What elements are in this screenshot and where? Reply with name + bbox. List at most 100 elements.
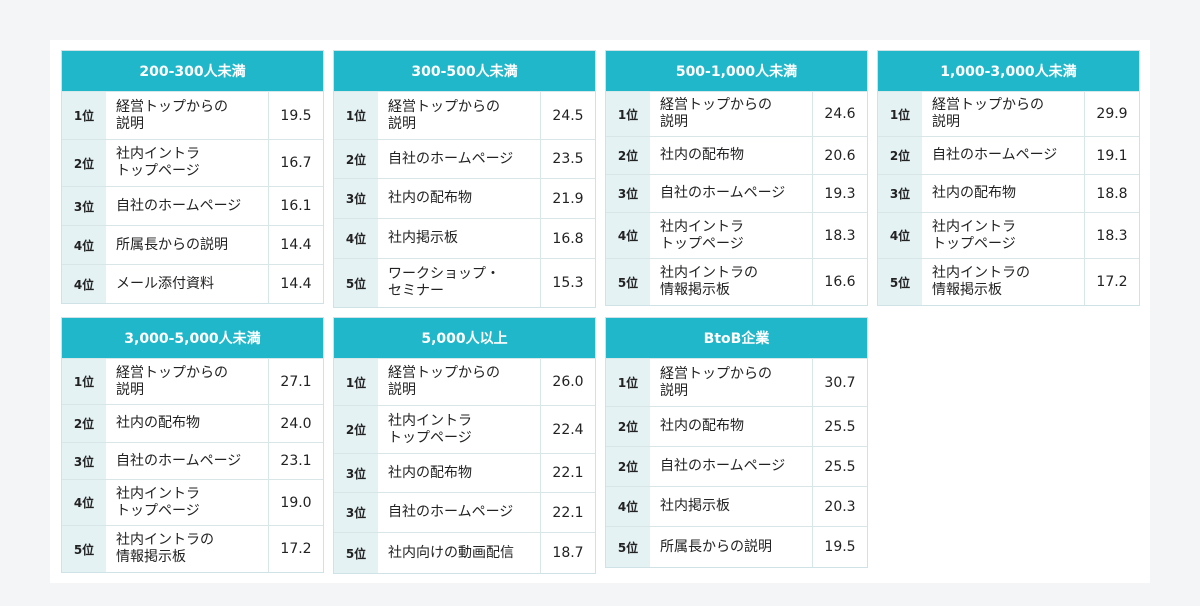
- item-label: 社内の配布物: [922, 175, 1085, 212]
- table-row: 1位 経営トップからの 説明 26.0: [334, 359, 595, 406]
- percentage-value: 24.6: [824, 106, 856, 122]
- table-title: 200-300人未満: [62, 51, 323, 92]
- rank-cell: 3位: [878, 175, 922, 212]
- table-row: 1位 経営トップからの 説明 24.6: [606, 92, 867, 137]
- table-row: 5位 ワークショップ・ セミナー 15.3: [334, 259, 595, 307]
- item-label: 社内イントラ トップページ: [106, 480, 269, 525]
- table-row: 5位 社内イントラの 情報掲示板 17.2: [878, 259, 1139, 305]
- rank-cell: 4位: [62, 265, 106, 303]
- table-row: 4位 社内イントラ トップページ 18.3: [606, 213, 867, 259]
- item-label: 自社のホームページ: [106, 187, 269, 225]
- ranking-table: 3,000-5,000人未満 1位 経営トップからの 説明 27.1 2位 社内の配布物 2…: [61, 317, 324, 573]
- table-title: BtoB企業: [606, 318, 867, 359]
- table-row: 2位 自社のホームページ 25.5: [606, 447, 867, 487]
- percentage-value: 24.5: [552, 107, 584, 124]
- percentage-value: 19.0: [280, 494, 312, 511]
- item-label: 経営トップからの 説明: [650, 359, 813, 406]
- item-label: 社内イントラ トップページ: [650, 213, 813, 258]
- ranking-table: BtoB企業 1位 経営トップからの 説明 30.7 2位 社内の配布物 25.5 2位 自社の…: [605, 317, 868, 568]
- item-label: 所属長からの説明: [106, 226, 269, 264]
- percentage-value: 20.3: [824, 498, 856, 515]
- percentage-value: 18.3: [824, 227, 856, 244]
- rank-cell: 2位: [334, 140, 378, 178]
- rank-cell: 1位: [334, 92, 378, 139]
- table-title: 1,000-3,000人未満: [878, 51, 1139, 92]
- table-title: 500-1,000人未満: [606, 51, 867, 92]
- item-label: 社内の配布物: [378, 179, 541, 218]
- table-row: 4位 メール添付資料 14.4: [62, 265, 323, 303]
- rank-cell: 3位: [62, 443, 106, 479]
- ranking-table: 300-500人未満 1位 経営トップからの 説明 24.5 2位 自社のホームページ 23…: [333, 50, 596, 308]
- rank-cell: 3位: [334, 493, 378, 532]
- percentage-value: 17.2: [280, 541, 312, 557]
- rank-cell: 3位: [334, 179, 378, 218]
- item-label: ワークショップ・ セミナー: [378, 259, 541, 307]
- rank-cell: 2位: [606, 137, 650, 174]
- rank-cell: 2位: [878, 137, 922, 174]
- percentage-value: 22.4: [552, 421, 584, 438]
- percentage-value: 21.9: [552, 190, 584, 207]
- item-label: メール添付資料: [106, 265, 269, 303]
- percentage-value: 23.5: [552, 151, 584, 167]
- table-row: 3位 社内の配布物 21.9: [334, 179, 595, 219]
- percentage-value: 27.1: [280, 373, 312, 390]
- item-label: 社内イントラ トップページ: [378, 406, 541, 453]
- percentage-value: 19.3: [824, 185, 856, 202]
- percentage-value: 25.5: [824, 418, 856, 435]
- item-label: 経営トップからの 説明: [378, 359, 541, 405]
- table-row: 2位 社内の配布物 20.6: [606, 137, 867, 175]
- rank-cell: 3位: [334, 454, 378, 492]
- item-label: 経営トップからの 説明: [922, 92, 1085, 136]
- table-title: 300-500人未満: [334, 51, 595, 92]
- percentage-value: 18.8: [1096, 185, 1128, 202]
- rank-cell: 2位: [62, 405, 106, 442]
- item-label: 社内の配布物: [378, 454, 541, 492]
- item-label: 自社のホームページ: [650, 447, 813, 486]
- percentage-value: 29.9: [1096, 106, 1128, 122]
- rank-cell: 2位: [334, 406, 378, 453]
- table-row: 4位 社内掲示板 20.3: [606, 487, 867, 527]
- percentage-value: 16.8: [552, 230, 584, 247]
- table-row: 1位 経営トップからの 説明 27.1: [62, 359, 323, 405]
- rank-cell: 5位: [606, 527, 650, 567]
- content-panel: 200-300人未満 1位 経営トップからの 説明 19.5 2位 社内イントラ トップペ…: [50, 40, 1150, 583]
- table-row: 3位 社内の配布物 18.8: [878, 175, 1139, 213]
- table-title: 5,000人以上: [334, 318, 595, 359]
- rank-cell: 1位: [606, 359, 650, 406]
- item-label: 自社のホームページ: [650, 175, 813, 212]
- percentage-value: 16.1: [280, 198, 312, 214]
- item-label: 社内向けの動画配信: [378, 533, 541, 573]
- table-row: 3位 自社のホームページ 23.1: [62, 443, 323, 480]
- table-row: 4位 所属長からの説明 14.4: [62, 226, 323, 265]
- ranking-table: 1,000-3,000人未満 1位 経営トップからの 説明 29.9 2位 自社のホームペ…: [877, 50, 1140, 306]
- item-label: 社内イントラの 情報掲示板: [922, 259, 1085, 305]
- percentage-value: 14.4: [280, 237, 312, 253]
- rank-cell: 5位: [878, 259, 922, 305]
- item-label: 社内の配布物: [106, 405, 269, 442]
- rank-cell: 1位: [62, 359, 106, 404]
- percentage-value: 17.2: [1096, 274, 1128, 290]
- percentage-value: 22.1: [552, 504, 584, 521]
- item-label: 経営トップからの 説明: [106, 92, 269, 139]
- rank-cell: 2位: [62, 140, 106, 186]
- table-row: 4位 社内掲示板 16.8: [334, 219, 595, 259]
- percentage-value: 30.7: [824, 374, 856, 391]
- table-row: 1位 経営トップからの 説明 29.9: [878, 92, 1139, 137]
- percentage-value: 19.5: [824, 539, 856, 555]
- table-row: 2位 社内の配布物 25.5: [606, 407, 867, 447]
- percentage-value: 26.0: [552, 374, 584, 390]
- rank-cell: 1位: [606, 92, 650, 136]
- percentage-value: 24.0: [280, 415, 312, 432]
- table-row: 4位 社内イントラ トップページ 18.3: [878, 213, 1139, 259]
- item-label: 社内イントラ トップページ: [922, 213, 1085, 258]
- table-row: 5位 所属長からの説明 19.5: [606, 527, 867, 567]
- rank-cell: 4位: [334, 219, 378, 258]
- item-label: 社内イントラの 情報掲示板: [650, 259, 813, 305]
- table-row: 2位 社内の配布物 24.0: [62, 405, 323, 443]
- item-label: 経営トップからの 説明: [378, 92, 541, 139]
- percentage-value: 23.1: [280, 453, 312, 469]
- item-label: 社内イントラ トップページ: [106, 140, 269, 186]
- item-label: 自社のホームページ: [378, 140, 541, 178]
- table-row: 2位 社内イントラ トップページ 16.7: [62, 140, 323, 187]
- table-row: 4位 社内イントラ トップページ 19.0: [62, 480, 323, 526]
